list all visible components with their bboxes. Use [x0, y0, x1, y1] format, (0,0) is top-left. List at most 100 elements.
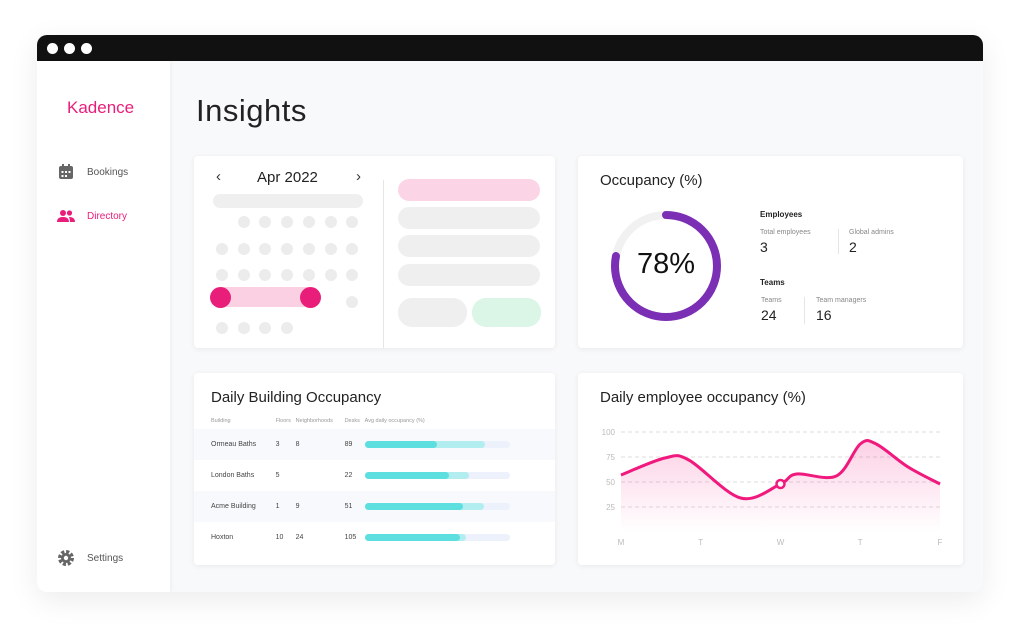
divider	[383, 180, 384, 348]
calendar-day[interactable]	[281, 242, 294, 255]
table-row[interactable]: London Baths 5 22	[194, 460, 555, 491]
stat-value: 24	[761, 307, 777, 323]
calendar-day[interactable]	[346, 216, 359, 228]
cell-name: Acme Building	[194, 491, 276, 522]
column-header: Desks	[344, 418, 360, 424]
teams-stat: Teams 24	[761, 297, 782, 323]
browser-window: Kadence Bookings Directory Settings Insi…	[37, 35, 983, 592]
x-tick-label: T	[858, 538, 863, 547]
occupancy-fill	[364, 534, 461, 541]
weekday-row-placeholder	[213, 194, 363, 208]
ring-progress	[611, 211, 721, 321]
calendar-day[interactable]	[237, 269, 250, 281]
cell-desks: 51	[344, 491, 365, 522]
cell-desks: 89	[344, 429, 365, 460]
option-placeholder[interactable]	[398, 235, 540, 257]
cell-occupancy	[364, 429, 555, 460]
calendar-day[interactable]	[259, 216, 272, 228]
cell-neighborhoods: 9	[295, 491, 345, 522]
next-month-button[interactable]: ›	[356, 168, 361, 185]
sidebar-item-directory[interactable]: Directory	[57, 207, 127, 225]
calendar-day[interactable]	[324, 216, 337, 228]
sidebar-item-bookings[interactable]: Bookings	[57, 163, 128, 181]
team-managers-stat: Team managers 16	[816, 297, 866, 323]
calendar-day[interactable]	[346, 242, 359, 255]
calendar-day[interactable]	[346, 269, 359, 281]
calendar-day[interactable]	[302, 242, 315, 255]
stat-value: 3	[760, 239, 768, 255]
window-dot[interactable]	[47, 42, 58, 54]
option-placeholder[interactable]	[398, 179, 540, 201]
page-title: Insights	[196, 93, 307, 128]
column-header: Avg daily occupancy (%)	[364, 418, 425, 424]
employee-occupancy-card: Daily employee occupancy (%) 100 75 50 25 M T…	[578, 373, 963, 565]
buildings-table: Building Floors Neighborhoods Desks Avg dail…	[194, 413, 555, 553]
card-title: Daily Building Occupancy	[211, 389, 382, 406]
table-row[interactable]: Acme Building 1 9 51	[194, 491, 555, 522]
y-tick-label: 75	[606, 453, 615, 462]
range-start-date[interactable]	[210, 287, 231, 308]
prev-month-button[interactable]: ‹	[216, 168, 221, 185]
occupancy-fill	[364, 503, 464, 510]
calendar-day[interactable]	[259, 322, 272, 334]
range-end-date[interactable]	[300, 287, 321, 308]
table-row[interactable]: Ormeau Baths 3 8 89	[194, 429, 555, 460]
calendar-day[interactable]	[237, 322, 250, 334]
calendar-day[interactable]	[281, 269, 294, 281]
calendar-day[interactable]	[281, 216, 294, 228]
calendar-icon	[59, 164, 73, 179]
calendar-day[interactable]	[216, 269, 228, 281]
main-content: Insights ‹ Apr 2022 › Occupancy (%) 78% …	[170, 61, 983, 592]
month-label: Apr 2022	[257, 169, 318, 186]
window-dot[interactable]	[81, 42, 92, 54]
occupancy-fill	[364, 441, 438, 448]
calendar-day[interactable]	[324, 242, 337, 255]
calendar-day[interactable]	[302, 216, 315, 228]
window-dot[interactable]	[64, 42, 75, 54]
sidebar-item-settings[interactable]: Settings	[57, 549, 123, 567]
column-header: Building	[211, 418, 231, 424]
cell-neighborhoods: 8	[295, 429, 345, 460]
occupancy-ring	[611, 211, 721, 321]
option-placeholder[interactable]	[398, 207, 540, 229]
calendar-day[interactable]	[237, 216, 250, 228]
stat-label: Total employees	[760, 229, 811, 236]
calendar-day[interactable]	[259, 269, 272, 281]
calendar-day[interactable]	[259, 242, 272, 255]
cell-name: Ormeau Baths	[194, 429, 276, 460]
calendar-day[interactable]	[216, 242, 228, 255]
calendar-day[interactable]	[216, 322, 228, 334]
building-occupancy-card: Daily Building Occupancy Building Floors N…	[194, 373, 555, 565]
calendar-day[interactable]	[237, 242, 250, 255]
gear-icon	[58, 550, 74, 566]
stat-value: 16	[816, 307, 832, 323]
calendar-day[interactable]	[302, 269, 315, 281]
table-row[interactable]: Hoxton 10 24 105	[194, 522, 555, 553]
title-bar	[37, 35, 983, 61]
cell-occupancy	[364, 522, 555, 553]
stat-label: Teams	[761, 297, 782, 304]
column-header: Neighborhoods	[295, 418, 333, 424]
employee-occupancy-chart: 100 75 50 25 M T W T F	[602, 428, 943, 547]
cancel-button-placeholder[interactable]	[398, 298, 467, 327]
x-tick-label: W	[777, 538, 785, 547]
cell-name: Hoxton	[211, 534, 234, 541]
sidebar-item-label: Bookings	[87, 166, 129, 178]
y-tick-label: 50	[606, 478, 615, 487]
x-tick-label: T	[698, 538, 703, 547]
occupancy-value: 78%	[636, 248, 696, 280]
x-tick-label: F	[938, 538, 943, 547]
teams-heading: Teams	[760, 278, 785, 287]
cell-floors: 3	[275, 429, 296, 460]
sidebar: Kadence Bookings Directory Settings	[37, 61, 170, 592]
option-placeholder[interactable]	[398, 264, 540, 286]
cell-neighborhoods: 24	[295, 534, 304, 541]
cell-name: London Baths	[211, 472, 255, 479]
calendar-day[interactable]	[281, 322, 294, 334]
x-tick-label: M	[618, 538, 625, 547]
cell-desks: 22	[344, 472, 353, 479]
date-range-selection[interactable]	[211, 287, 319, 307]
confirm-button-placeholder[interactable]	[472, 298, 541, 327]
calendar-day[interactable]	[346, 295, 359, 308]
calendar-day[interactable]	[324, 269, 337, 281]
